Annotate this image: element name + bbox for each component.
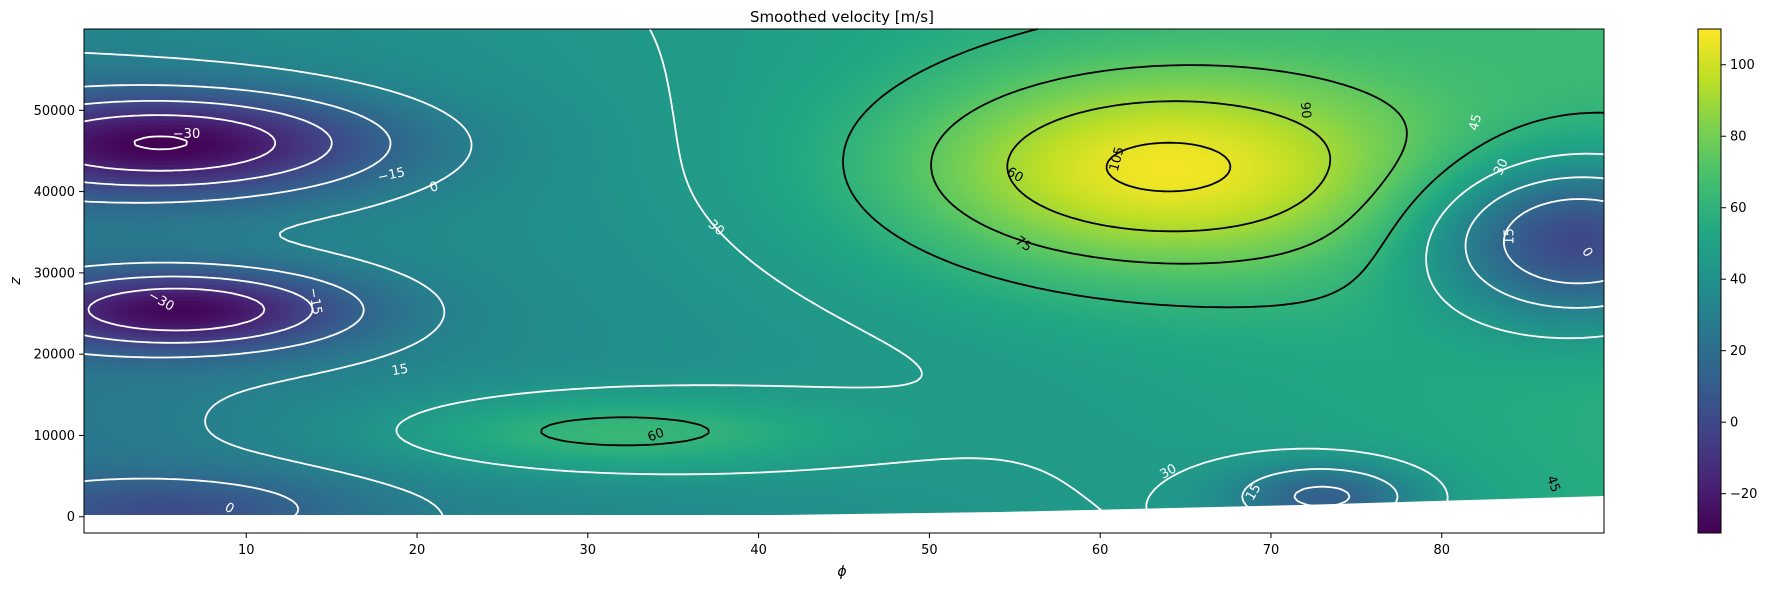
x-tick-label: 40: [750, 543, 767, 558]
y-tick-label: 20000: [34, 348, 75, 363]
x-tick-label: 10: [238, 543, 255, 558]
colorbar-tick-label: 100: [1730, 58, 1755, 73]
contour-label-14: 30: [1491, 157, 1512, 178]
masked-region: [84, 496, 1604, 533]
x-tick-label: 80: [1433, 543, 1450, 558]
contour-level-105: [1105, 141, 1232, 193]
contour-label-17: 30: [1158, 461, 1180, 482]
colorbar-frame: [1697, 28, 1722, 534]
colorbar-gradient: [1698, 29, 1721, 533]
chart-title: Smoothed velocity [m/s]: [750, 8, 934, 26]
contour-label-9: 60: [1004, 165, 1026, 186]
y-tick-label: 10000: [34, 429, 75, 444]
x-tick-label: 60: [1092, 543, 1109, 558]
plot-area: −30−150−30 −15150306060751059045301503015…: [83, 28, 1605, 534]
contour-label-13: 45: [1467, 113, 1486, 133]
contour-label-8: 60: [646, 426, 667, 446]
colorbar-tick-label: −20: [1730, 487, 1757, 502]
contour-label-11: 105: [1107, 145, 1128, 173]
x-tick-label: 70: [1263, 543, 1280, 558]
colorbar-tick-label: 20: [1730, 344, 1747, 359]
heatmap-image: [84, 29, 1604, 533]
contour-label-19: 45: [1543, 474, 1563, 495]
colorbar-tick-label: 60: [1730, 201, 1747, 216]
x-axis-label: ϕ: [837, 564, 846, 580]
x-axis: 10 20 30 40 50 60 70 80: [238, 533, 1450, 558]
contour-level-75: [930, 64, 1408, 265]
contour-level-30: [83, 51, 1605, 534]
x-tick-label: 20: [409, 543, 426, 558]
y-tick-label: 30000: [34, 266, 75, 281]
contour-label-1: −15: [376, 165, 406, 185]
colorbar-tick-label: 0: [1730, 416, 1738, 431]
contour-lines: [83, 28, 1605, 534]
contour-label-12: 90: [1297, 101, 1313, 119]
plot-frame: [83, 28, 1605, 534]
colorbar-ticks: −20 0 20 40 60 80 100: [1721, 58, 1757, 502]
contour-level--30: [133, 135, 188, 151]
y-axis: 0 10000 20000 30000 40000 50000: [34, 104, 84, 525]
colorbar-tick-label: 80: [1730, 130, 1747, 145]
y-tick-label: 50000: [34, 104, 75, 119]
y-axis-label: z: [8, 277, 24, 286]
contour-level-0: [83, 100, 333, 344]
contour-label-18: 15: [1243, 481, 1264, 503]
contour-level--15: [83, 114, 276, 332]
y-tick-label: 40000: [34, 185, 75, 200]
colorbar-tick-label: 40: [1730, 273, 1747, 288]
x-tick-label: 30: [580, 543, 597, 558]
contour-label-4: −15: [305, 286, 325, 316]
contour-level-45: [395, 28, 1605, 534]
y-tick-label: 0: [67, 510, 75, 525]
x-tick-label: 50: [921, 543, 938, 558]
contour-level-15: [83, 84, 1605, 534]
contour-level-60: [540, 28, 1605, 447]
contour-label-15: 15: [1503, 228, 1518, 245]
contour-level-90: [1006, 100, 1332, 233]
contour-label-5: 15: [391, 362, 410, 380]
contour-label-0: −30: [173, 127, 200, 142]
colorbar: −20 0 20 40 60 80 100: [1697, 28, 1757, 534]
